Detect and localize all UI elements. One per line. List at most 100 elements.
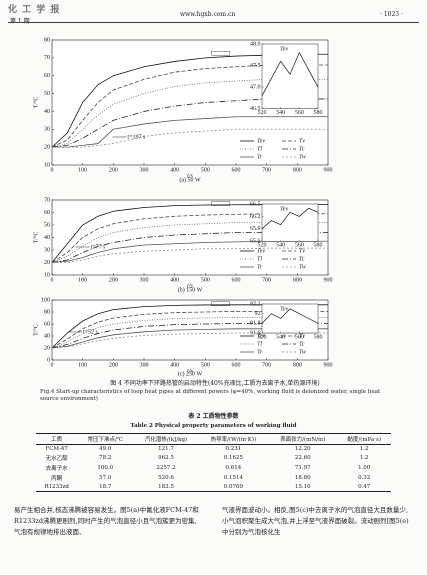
x-tick-label: 200: [109, 362, 118, 368]
table-cell: 22.60: [294, 455, 311, 461]
legend-label: Tr: [257, 154, 263, 160]
annotation: t=197 s: [127, 134, 146, 140]
inset-y-tick-label: 65.6: [250, 239, 261, 245]
series-line: [52, 116, 328, 148]
y-tick-label: 60: [44, 210, 50, 216]
page-number: · 1023 ·: [380, 11, 403, 18]
inset-y-tick-label: 48.0: [250, 41, 261, 47]
table-cell: R1233zd: [44, 484, 69, 490]
x-tick-label: 900: [324, 167, 333, 173]
y-tick-label: 40: [44, 333, 50, 339]
y-tick-label: 40: [44, 109, 50, 115]
table-header: 表面张力/(mN/m): [280, 437, 326, 443]
legend-label: Tev: [257, 248, 265, 254]
table-row: 去离子水 100.0 2257.2 0.614 71.97 1.00: [36, 463, 391, 473]
inset-x-tick-label: 580: [314, 334, 323, 340]
y-tick-label: 20: [44, 260, 50, 266]
inset-frame: [261, 303, 319, 334]
table-cell: 0.0769: [223, 484, 244, 490]
legend-label: Tev: [257, 138, 265, 144]
table-cell: 78.2: [99, 455, 112, 461]
y-tick-label: 50: [44, 91, 50, 97]
table-cell: 100.0: [97, 465, 114, 471]
issue: 第 1 期: [10, 18, 30, 25]
x-tick-label: 300: [140, 362, 149, 368]
body-right: 气液界面波动小。相反,图5(c)中去离子水的气泡直径大且数量少,小气泡积聚生成大…: [222, 506, 409, 536]
inset-line: [261, 51, 319, 96]
table-cell: 无水乙醇: [45, 456, 68, 462]
panel-caption: (c) 250 W: [178, 370, 203, 377]
table-cell: 2257.2: [156, 465, 176, 471]
x-tick-label: 500: [201, 277, 210, 283]
x-tick-label: 0: [51, 167, 54, 173]
x-tick-label: 300: [140, 167, 149, 173]
figure-caption-en: Fig.4 Start-up characteristics of loop h…: [40, 389, 381, 402]
table-cell: 0.47: [358, 484, 371, 490]
y-axis-label: T/°C: [32, 97, 39, 109]
legend-label: Tc: [299, 256, 305, 262]
table-cell: 去离子水: [45, 466, 68, 472]
inset-x-tick-label: 520: [258, 110, 267, 116]
body-left: 易产生相合并,核态沸腾被容易发生。图5(a)中氟化液FCM-47和R1233zd…: [14, 506, 199, 536]
x-axis-label: t/s: [187, 368, 193, 374]
table-cell: 183.5: [158, 484, 174, 490]
table-header: 常压下沸点/℃: [87, 437, 124, 443]
legend-label: Tw: [299, 349, 306, 355]
inset-x-tick-label: 560: [295, 243, 304, 249]
legend-label: Tr: [257, 264, 263, 270]
table-cell: 0.1625: [223, 455, 244, 461]
legend-label: Tr: [257, 349, 263, 355]
y-tick-label: 80: [44, 37, 50, 43]
table-row: FCM-47 49.0 121.7 0.231 12.20 1.2: [36, 445, 391, 454]
inset-x-tick-label: 540: [276, 243, 285, 249]
x-tick-label: 100: [78, 277, 87, 283]
x-axis-label: t/s: [187, 173, 193, 179]
x-tick-label: 600: [232, 362, 241, 368]
table-cell: 1.2: [359, 446, 369, 452]
inset-line: [261, 207, 319, 230]
y-tick-label: 60: [44, 73, 50, 79]
url: www.hgxb.com.cn: [180, 11, 236, 18]
inset-legend: Tev: [280, 306, 288, 312]
legend-label: Tc: [299, 341, 305, 347]
table-header: 热导率/(W/(m·K)): [210, 437, 257, 443]
table-cell: 15.10: [294, 484, 311, 490]
inset-x-tick-label: 520: [258, 243, 267, 249]
y-axis-label: T/°C: [32, 232, 39, 244]
y-tick-label: 10: [44, 272, 50, 278]
inset-y-tick-label: 46.5: [250, 106, 261, 112]
journal-logo: 化 工 学 报: [8, 5, 61, 15]
inset-legend: Tev: [280, 206, 288, 212]
x-tick-label: 400: [170, 167, 179, 173]
y-tick-label: 70: [44, 197, 50, 203]
inset-legend: Tev: [280, 46, 288, 52]
table-cell: 0.614: [225, 465, 242, 471]
x-tick-label: 800: [293, 167, 302, 173]
y-tick-label: 0: [47, 357, 50, 363]
table-row: R1233zd 18.7 183.5 0.0769 15.10 0.47: [36, 483, 391, 492]
legend-label: Tl: [257, 341, 262, 347]
series-line: [52, 128, 328, 148]
table-title-en: Table 2 Physical property parameters of …: [130, 423, 297, 429]
x-tick-label: 700: [262, 277, 271, 283]
table-cell: 0.231: [225, 446, 242, 452]
panel-caption: (a) 50 W: [179, 176, 201, 183]
x-tick-label: 900: [324, 277, 333, 283]
x-tick-label: 600: [232, 277, 241, 283]
legend-label: Tw: [299, 154, 306, 160]
x-tick-label: 0: [51, 362, 54, 368]
table-cell: 0.32: [358, 475, 371, 481]
inset-x-tick-label: 580: [314, 110, 323, 116]
figure-caption-cn: 图 4 不同功率下环路热管的启动特性(40%充液比,工质为去离子水,单热源环境): [110, 380, 320, 387]
x-tick-label: 800: [293, 362, 302, 368]
x-tick-label: 900: [324, 362, 333, 368]
legend-label: Tc: [299, 146, 305, 152]
x-tick-label: 100: [78, 167, 87, 173]
x-tick-label: 800: [293, 277, 302, 283]
y-tick-label: 20: [44, 145, 50, 151]
table-cell: 962.5: [158, 455, 174, 461]
x-tick-label: 300: [140, 277, 149, 283]
inset-x-tick-label: 520: [258, 334, 267, 340]
y-tick-label: 80: [44, 309, 50, 315]
